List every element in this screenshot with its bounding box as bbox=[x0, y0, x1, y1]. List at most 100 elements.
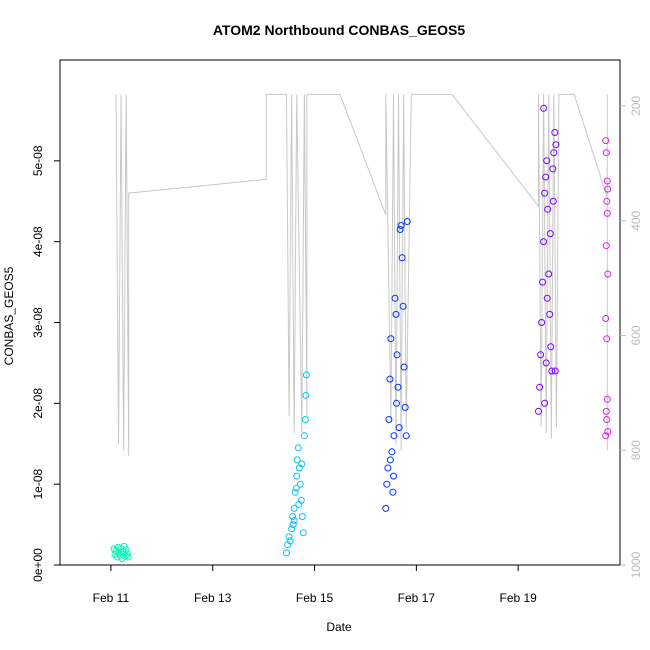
x-tick-label: Feb 19 bbox=[500, 591, 538, 605]
y-right-tick-label: 200 bbox=[629, 96, 643, 116]
data-point bbox=[398, 254, 406, 262]
data-point bbox=[288, 525, 296, 533]
data-point bbox=[389, 488, 397, 496]
data-point bbox=[603, 177, 611, 185]
data-point bbox=[293, 456, 301, 464]
scatter-points bbox=[110, 104, 612, 562]
data-point bbox=[399, 302, 407, 310]
data-point bbox=[293, 472, 301, 480]
y-right-tick-label: 400 bbox=[629, 210, 643, 230]
data-point bbox=[602, 137, 610, 145]
data-point bbox=[539, 278, 547, 286]
y-right-tick-label: 600 bbox=[629, 325, 643, 345]
x-tick-label: Feb 17 bbox=[398, 591, 436, 605]
data-point bbox=[393, 351, 401, 359]
data-point bbox=[396, 226, 404, 233]
data-point bbox=[603, 395, 611, 403]
data-point bbox=[122, 546, 130, 554]
data-point bbox=[546, 230, 554, 238]
data-point bbox=[538, 319, 546, 326]
data-point bbox=[386, 456, 394, 464]
data-point bbox=[383, 480, 391, 488]
data-point bbox=[390, 472, 397, 480]
data-point bbox=[540, 238, 548, 246]
data-point bbox=[548, 367, 556, 375]
flight-track-line bbox=[115, 93, 608, 457]
data-point bbox=[382, 504, 390, 512]
data-point bbox=[604, 428, 612, 436]
data-point bbox=[290, 504, 298, 512]
y-axis-right: 200 400 600 800 1000 bbox=[620, 96, 643, 578]
y-axis: 0e+00 1e-08 2e-08 3e-08 4e-08 5e-08 bbox=[31, 145, 60, 582]
data-point bbox=[540, 104, 548, 112]
data-point bbox=[286, 537, 294, 545]
x-axis: Feb 11 Feb 13 Feb 15 Feb 17 Feb 19 bbox=[93, 565, 538, 605]
data-point bbox=[603, 416, 611, 423]
plot-frame bbox=[59, 59, 621, 566]
data-point bbox=[402, 432, 410, 440]
data-point bbox=[301, 416, 309, 423]
x-axis-label: Date bbox=[326, 620, 352, 634]
data-point bbox=[294, 444, 302, 452]
data-point bbox=[391, 294, 399, 302]
data-point bbox=[544, 205, 552, 213]
x-tick-label: Feb 13 bbox=[194, 591, 232, 605]
y-right-tick-label: 800 bbox=[629, 440, 643, 460]
data-point bbox=[292, 484, 300, 492]
y-tick-label: 4e-08 bbox=[31, 226, 45, 257]
data-point bbox=[543, 157, 551, 165]
data-point bbox=[386, 375, 394, 383]
data-point bbox=[124, 553, 132, 561]
data-point bbox=[393, 399, 400, 407]
data-point bbox=[546, 310, 554, 318]
data-point bbox=[537, 351, 545, 359]
data-point bbox=[302, 371, 310, 379]
data-point bbox=[550, 149, 558, 157]
data-point bbox=[283, 549, 290, 557]
data-point bbox=[289, 513, 297, 520]
data-point bbox=[388, 448, 396, 456]
data-point bbox=[296, 480, 304, 488]
data-point bbox=[542, 173, 550, 181]
y-tick-label: 2e-08 bbox=[31, 388, 45, 419]
data-point bbox=[385, 416, 393, 423]
y-tick-label: 5e-08 bbox=[31, 145, 45, 176]
data-point bbox=[298, 460, 306, 468]
data-point bbox=[384, 464, 392, 472]
data-point bbox=[395, 424, 403, 432]
data-point bbox=[543, 294, 551, 302]
y-axis-label: CONBAS_GEOS5 bbox=[2, 266, 16, 365]
data-point bbox=[298, 513, 306, 520]
x-tick-label: Feb 15 bbox=[296, 591, 334, 605]
data-point bbox=[401, 403, 409, 411]
data-point bbox=[545, 270, 553, 278]
data-point bbox=[602, 407, 610, 415]
data-point bbox=[387, 335, 395, 343]
data-point bbox=[602, 149, 610, 157]
data-point bbox=[541, 399, 549, 407]
data-point bbox=[542, 359, 550, 367]
data-point bbox=[403, 218, 411, 225]
data-point bbox=[397, 222, 405, 229]
data-point bbox=[400, 363, 408, 371]
data-point bbox=[602, 432, 610, 440]
data-point bbox=[123, 550, 131, 558]
data-point bbox=[541, 189, 549, 197]
data-point bbox=[290, 517, 298, 524]
data-point bbox=[602, 242, 610, 250]
data-point bbox=[603, 197, 611, 205]
data-point bbox=[549, 165, 557, 173]
data-point bbox=[295, 500, 303, 508]
data-point bbox=[285, 533, 293, 541]
data-point bbox=[604, 185, 612, 193]
y-right-tick-label: 1000 bbox=[629, 551, 643, 578]
data-point bbox=[602, 315, 610, 322]
y-tick-label: 1e-08 bbox=[31, 469, 45, 500]
data-point bbox=[535, 407, 542, 415]
data-point bbox=[394, 383, 402, 391]
data-point bbox=[300, 432, 308, 440]
data-point bbox=[603, 209, 611, 217]
data-point bbox=[551, 129, 559, 136]
data-point bbox=[604, 270, 612, 278]
